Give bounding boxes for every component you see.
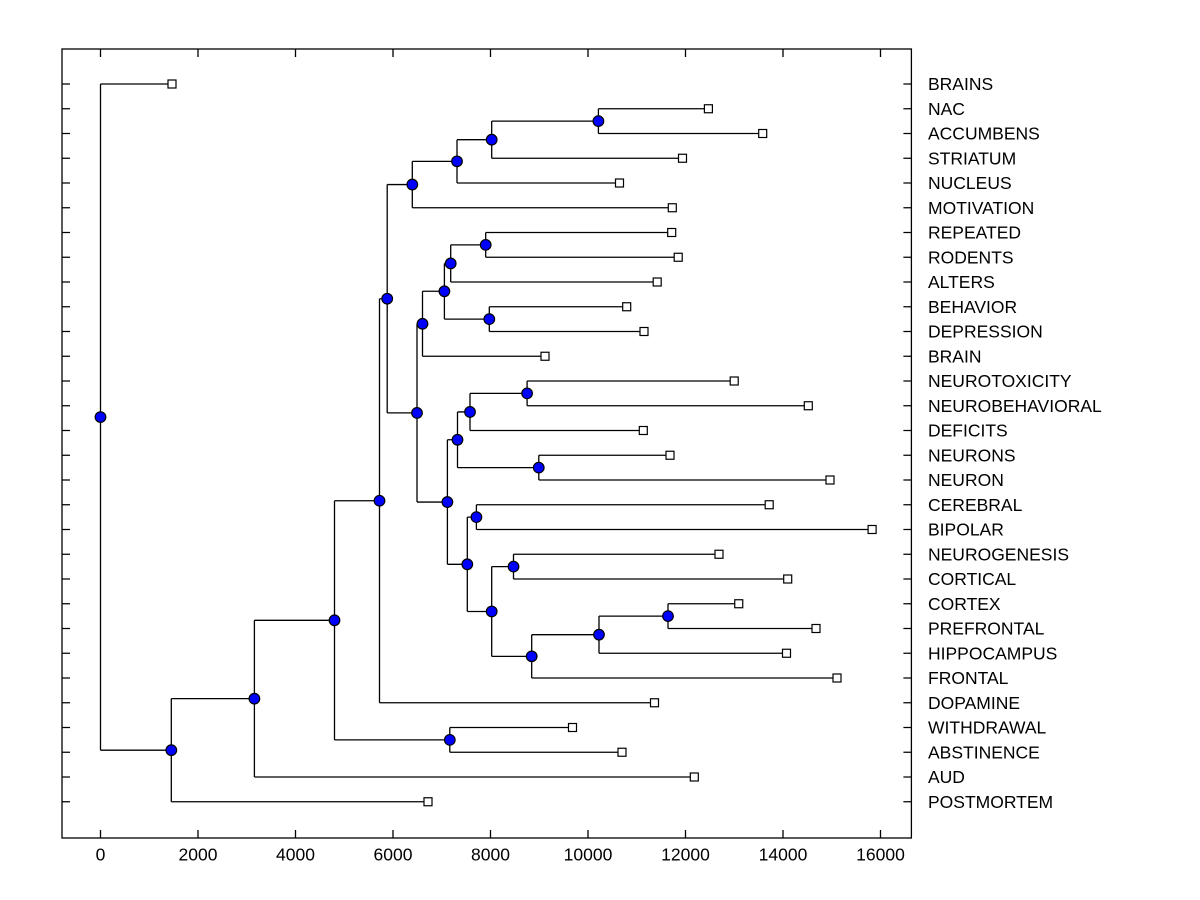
svg-text:14000: 14000: [759, 845, 808, 865]
svg-text:10000: 10000: [564, 845, 613, 865]
svg-text:STRIATUM: STRIATUM: [928, 148, 1016, 168]
svg-text:DOPAMINE: DOPAMINE: [928, 693, 1020, 713]
svg-text:ABSTINENCE: ABSTINENCE: [928, 742, 1040, 762]
svg-text:4000: 4000: [276, 845, 315, 865]
svg-text:DEFICITS: DEFICITS: [928, 421, 1008, 441]
svg-text:NEURONS: NEURONS: [928, 445, 1016, 465]
svg-text:BRAINS: BRAINS: [928, 74, 993, 94]
svg-text:NAC: NAC: [928, 99, 965, 119]
svg-text:HIPPOCAMPUS: HIPPOCAMPUS: [928, 643, 1057, 663]
svg-text:16000: 16000: [856, 845, 905, 865]
svg-text:PREFRONTAL: PREFRONTAL: [928, 619, 1045, 639]
svg-text:NEUROBEHAVIORAL: NEUROBEHAVIORAL: [928, 396, 1102, 416]
svg-text:NEURON: NEURON: [928, 470, 1004, 490]
svg-text:NEUROGENESIS: NEUROGENESIS: [928, 544, 1069, 564]
svg-text:RODENTS: RODENTS: [928, 247, 1014, 267]
svg-text:POSTMORTEM: POSTMORTEM: [928, 792, 1053, 812]
svg-text:6000: 6000: [374, 845, 413, 865]
svg-text:CORTICAL: CORTICAL: [928, 569, 1016, 589]
svg-text:FRONTAL: FRONTAL: [928, 668, 1009, 688]
svg-text:8000: 8000: [471, 845, 510, 865]
svg-text:BEHAVIOR: BEHAVIOR: [928, 297, 1017, 317]
svg-text:WITHDRAWAL: WITHDRAWAL: [928, 718, 1047, 738]
svg-text:12000: 12000: [661, 845, 710, 865]
svg-text:ALTERS: ALTERS: [928, 272, 995, 292]
svg-text:BRAIN: BRAIN: [928, 346, 981, 366]
svg-text:ACCUMBENS: ACCUMBENS: [928, 124, 1040, 144]
svg-text:0: 0: [96, 845, 106, 865]
svg-text:CEREBRAL: CEREBRAL: [928, 495, 1023, 515]
svg-text:2000: 2000: [179, 845, 218, 865]
svg-text:AUD: AUD: [928, 767, 965, 787]
svg-text:NUCLEUS: NUCLEUS: [928, 173, 1012, 193]
svg-text:CORTEX: CORTEX: [928, 594, 1001, 614]
svg-text:REPEATED: REPEATED: [928, 223, 1021, 243]
svg-text:BIPOLAR: BIPOLAR: [928, 520, 1004, 540]
svg-text:DEPRESSION: DEPRESSION: [928, 322, 1043, 342]
svg-text:MOTIVATION: MOTIVATION: [928, 198, 1034, 218]
svg-text:NEUROTOXICITY: NEUROTOXICITY: [928, 371, 1072, 391]
